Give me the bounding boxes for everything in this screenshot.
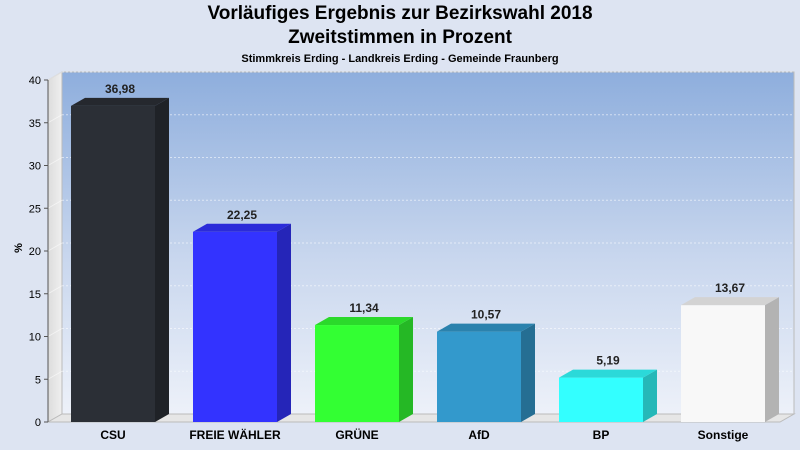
bar-front bbox=[71, 105, 155, 423]
category-label: GRÜNE bbox=[335, 427, 378, 442]
y-tick-label: 10 bbox=[29, 332, 41, 344]
grid-line-side bbox=[47, 285, 63, 295]
chart-subtitle: Zweitstimmen in Prozent bbox=[288, 27, 512, 48]
bar-gr-ne bbox=[315, 317, 413, 422]
grid-line-side bbox=[47, 328, 63, 337]
category-label: BP bbox=[593, 428, 610, 442]
bar-side bbox=[277, 223, 291, 422]
value-label: 11,34 bbox=[349, 301, 379, 315]
grid-lines bbox=[47, 71, 794, 380]
chart-title: Vorläufiges Ergebnis zur Bezirkswahl 201… bbox=[207, 3, 593, 24]
bar-afd bbox=[437, 323, 535, 422]
bar-front bbox=[193, 231, 277, 422]
bar-front bbox=[681, 305, 765, 422]
y-tick-label: 0 bbox=[35, 417, 41, 429]
y-tick-label: 30 bbox=[29, 161, 41, 173]
chart-subtitle-location: Stimmkreis Erding - Landkreis Erding - G… bbox=[241, 53, 559, 65]
y-tick-label: 15 bbox=[29, 289, 41, 301]
grid-line-side bbox=[47, 157, 63, 166]
value-label: 10,57 bbox=[471, 308, 501, 322]
grid-line-side bbox=[47, 199, 63, 209]
bars bbox=[71, 97, 779, 423]
bar-front bbox=[315, 325, 399, 422]
bar-side bbox=[399, 317, 413, 422]
category-label: AfD bbox=[468, 428, 490, 442]
value-label: 5,19 bbox=[596, 354, 620, 368]
grid-line-side bbox=[47, 242, 63, 252]
bar-side bbox=[521, 323, 535, 422]
value-label: 13,67 bbox=[715, 281, 745, 295]
bar-side bbox=[765, 297, 779, 422]
bar-side bbox=[643, 369, 657, 422]
y-tick-label: 25 bbox=[29, 203, 41, 215]
bar-top bbox=[193, 223, 291, 232]
bar-top bbox=[437, 323, 535, 332]
bar-top bbox=[315, 317, 413, 326]
y-axis: 0 5 10 15 20 25 30 35 40 bbox=[29, 75, 49, 429]
bar-front bbox=[559, 377, 643, 422]
bar-csu bbox=[71, 97, 169, 423]
y-tick-label: 35 bbox=[29, 118, 41, 130]
y-axis-label: % bbox=[13, 243, 25, 253]
value-label: 22,25 bbox=[227, 208, 257, 222]
bar-sonstige bbox=[681, 297, 779, 422]
bar-side bbox=[155, 97, 169, 423]
grid-line-side bbox=[47, 370, 63, 380]
grid-line-side bbox=[47, 114, 63, 124]
y-tick-label: 40 bbox=[29, 75, 41, 87]
category-label: FREIE WÄHLER bbox=[189, 427, 281, 442]
y-tick-label: 20 bbox=[29, 246, 41, 258]
bar-top bbox=[559, 369, 657, 378]
bar-bp bbox=[559, 369, 657, 422]
bar-front bbox=[437, 331, 521, 422]
bar-top bbox=[681, 297, 779, 306]
y-tick-label: 5 bbox=[35, 374, 41, 386]
category-label: Sonstige bbox=[698, 428, 749, 442]
category-label: CSU bbox=[100, 428, 125, 442]
value-label: 36,98 bbox=[105, 82, 135, 96]
grid-line-side bbox=[47, 71, 63, 81]
bar-freie-w-hler bbox=[193, 223, 291, 422]
bar-top bbox=[71, 97, 169, 106]
labels: 36,98 CSU 22,25 FREIE WÄHLER 11,34 GRÜNE 10,57… bbox=[100, 82, 748, 442]
